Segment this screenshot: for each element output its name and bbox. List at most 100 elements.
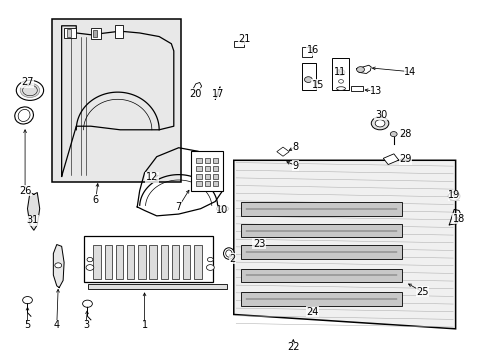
Text: 22: 22 xyxy=(286,342,299,352)
Text: 9: 9 xyxy=(292,161,298,171)
Text: 14: 14 xyxy=(404,67,416,77)
Bar xyxy=(301,46,312,57)
Bar xyxy=(350,86,362,91)
Circle shape xyxy=(356,67,364,72)
Text: 10: 10 xyxy=(216,206,228,216)
Bar xyxy=(213,166,218,171)
Bar xyxy=(127,244,134,279)
Text: 26: 26 xyxy=(19,186,31,196)
Ellipse shape xyxy=(18,109,30,122)
Text: 24: 24 xyxy=(306,307,318,316)
Bar xyxy=(383,154,398,165)
Bar xyxy=(91,28,101,39)
Bar xyxy=(160,244,167,279)
Bar xyxy=(195,158,201,163)
Ellipse shape xyxy=(225,250,232,257)
Bar xyxy=(233,41,244,47)
Text: 7: 7 xyxy=(175,202,182,212)
Bar xyxy=(104,244,112,279)
Circle shape xyxy=(447,192,459,201)
Ellipse shape xyxy=(223,248,234,259)
Bar xyxy=(194,244,201,279)
Text: 25: 25 xyxy=(415,287,428,297)
Bar xyxy=(66,30,71,37)
Bar xyxy=(183,244,190,279)
Bar xyxy=(213,181,218,186)
Circle shape xyxy=(370,117,388,130)
Text: 23: 23 xyxy=(252,239,265,249)
Text: 12: 12 xyxy=(145,172,158,182)
Circle shape xyxy=(206,265,214,270)
Bar xyxy=(190,151,222,191)
Bar xyxy=(204,174,210,179)
Bar xyxy=(302,63,315,90)
Text: 8: 8 xyxy=(292,142,298,152)
Circle shape xyxy=(374,120,384,127)
Bar xyxy=(241,245,401,259)
Bar xyxy=(116,244,123,279)
Bar xyxy=(241,292,401,306)
Bar xyxy=(204,158,210,163)
Polygon shape xyxy=(233,160,455,329)
Bar xyxy=(115,25,122,39)
Text: 5: 5 xyxy=(24,320,31,330)
Bar xyxy=(138,244,145,279)
Bar xyxy=(149,244,157,279)
Circle shape xyxy=(55,263,61,268)
Text: 21: 21 xyxy=(238,35,250,44)
Bar xyxy=(195,174,201,179)
Polygon shape xyxy=(27,193,40,230)
Bar xyxy=(213,158,218,163)
Text: 17: 17 xyxy=(211,89,224,99)
Bar xyxy=(93,244,101,279)
Circle shape xyxy=(20,83,40,98)
Bar xyxy=(195,181,201,186)
Text: 13: 13 xyxy=(369,86,382,96)
Bar xyxy=(213,174,218,179)
Bar xyxy=(64,28,76,39)
Text: 15: 15 xyxy=(311,80,323,90)
Circle shape xyxy=(82,300,92,307)
Bar xyxy=(241,202,401,216)
Ellipse shape xyxy=(15,107,33,124)
Circle shape xyxy=(389,132,396,136)
Ellipse shape xyxy=(216,206,228,211)
Circle shape xyxy=(16,80,43,100)
Text: 28: 28 xyxy=(398,129,411,139)
Circle shape xyxy=(304,77,312,82)
Text: 16: 16 xyxy=(306,45,318,55)
Ellipse shape xyxy=(336,87,345,90)
Bar xyxy=(241,224,401,237)
Circle shape xyxy=(338,80,343,83)
Text: 19: 19 xyxy=(447,190,459,200)
Text: 30: 30 xyxy=(374,110,386,120)
Circle shape xyxy=(207,257,213,262)
Circle shape xyxy=(22,297,32,304)
Bar xyxy=(83,235,212,282)
Text: 4: 4 xyxy=(54,320,60,330)
Bar xyxy=(241,269,401,282)
Bar xyxy=(88,284,227,289)
Polygon shape xyxy=(53,244,64,288)
Text: 2: 2 xyxy=(229,254,235,264)
Circle shape xyxy=(87,257,93,262)
Text: 29: 29 xyxy=(398,154,411,164)
Bar xyxy=(93,30,97,37)
Bar xyxy=(204,166,210,171)
Text: 6: 6 xyxy=(93,195,99,205)
Text: 27: 27 xyxy=(21,77,34,87)
Text: 31: 31 xyxy=(26,215,39,225)
Bar xyxy=(171,244,179,279)
Bar xyxy=(52,19,181,182)
Text: 20: 20 xyxy=(189,89,202,99)
Text: 3: 3 xyxy=(83,320,89,330)
Text: 1: 1 xyxy=(141,320,147,330)
Bar xyxy=(331,58,348,90)
Bar xyxy=(276,147,288,156)
Text: 18: 18 xyxy=(452,214,464,224)
Bar xyxy=(195,166,201,171)
Bar xyxy=(204,181,210,186)
Text: 11: 11 xyxy=(333,67,345,77)
Circle shape xyxy=(336,69,344,75)
Circle shape xyxy=(86,265,94,270)
